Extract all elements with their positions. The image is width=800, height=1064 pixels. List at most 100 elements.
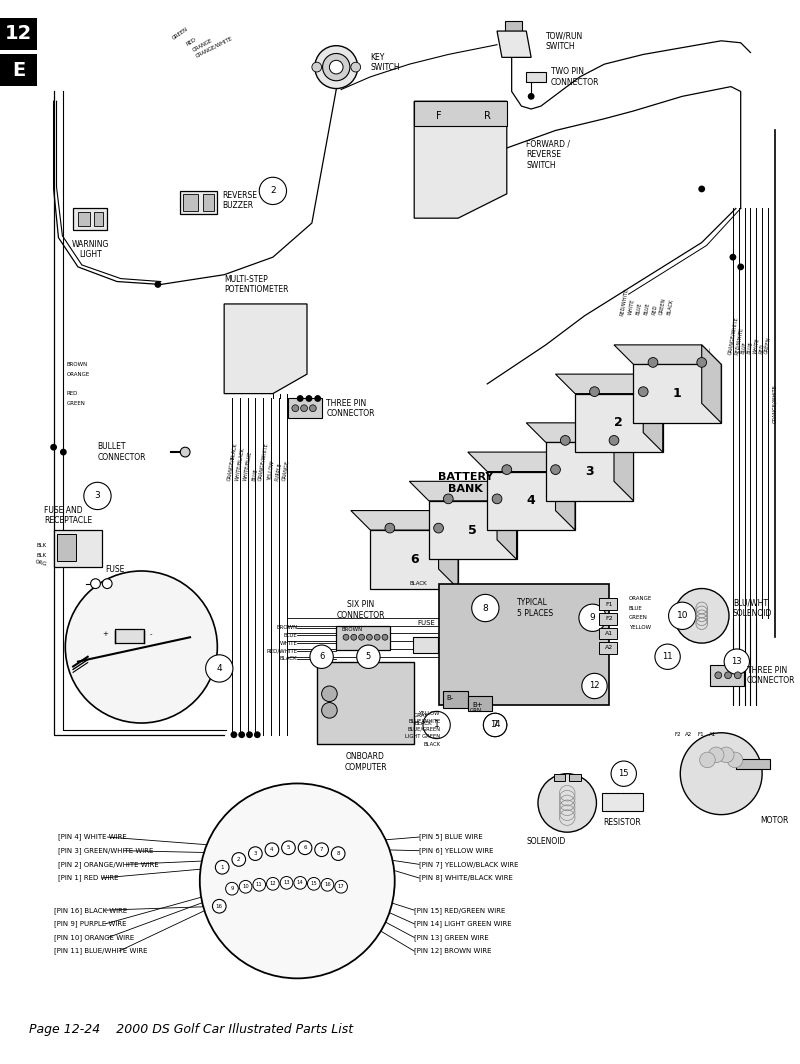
Text: 1: 1	[434, 720, 439, 730]
Bar	[0, 18, 37, 50]
Text: A2: A2	[686, 732, 693, 737]
Text: RED: RED	[185, 36, 197, 47]
Circle shape	[314, 843, 329, 857]
Circle shape	[434, 523, 443, 533]
Text: [PIN 6] YELLOW WIRE: [PIN 6] YELLOW WIRE	[419, 847, 494, 854]
Text: [PIN 13] GREEN WIRE: [PIN 13] GREEN WIRE	[414, 934, 489, 941]
Text: 11: 11	[662, 652, 673, 661]
Circle shape	[102, 579, 112, 588]
Circle shape	[226, 882, 238, 895]
Circle shape	[734, 671, 741, 679]
Bar	[115, 630, 144, 643]
Bar	[569, 774, 581, 781]
Text: BULLET
CONNECTOR: BULLET CONNECTOR	[98, 443, 146, 462]
Circle shape	[382, 634, 388, 641]
Text: 3: 3	[94, 492, 100, 500]
Text: RED: RED	[651, 304, 658, 316]
Bar	[710, 665, 744, 686]
Text: ORG: ORG	[34, 560, 47, 567]
Text: 3: 3	[254, 851, 257, 857]
Bar	[0, 54, 37, 85]
Bar	[468, 696, 492, 712]
Circle shape	[213, 899, 226, 913]
Circle shape	[180, 447, 190, 456]
Circle shape	[669, 602, 696, 630]
Polygon shape	[468, 452, 575, 471]
Bar	[183, 194, 198, 212]
Text: [PIN 5] BLUE WIRE: [PIN 5] BLUE WIRE	[419, 834, 483, 841]
Text: 14: 14	[490, 720, 500, 730]
Text: F2: F2	[606, 616, 613, 621]
Text: RED/WHITE: RED/WHITE	[734, 326, 744, 354]
Polygon shape	[614, 345, 722, 364]
Text: LIGHT GREEN: LIGHT GREEN	[406, 734, 441, 739]
Circle shape	[700, 752, 715, 768]
Text: TWO PIN
CONNECTOR: TWO PIN CONNECTOR	[550, 67, 599, 86]
Bar	[317, 662, 414, 745]
Text: 12: 12	[590, 681, 600, 691]
Circle shape	[483, 713, 506, 736]
Text: 6: 6	[303, 845, 306, 850]
Text: GRAY: GRAY	[414, 713, 429, 718]
Circle shape	[314, 395, 321, 402]
Circle shape	[249, 847, 262, 861]
Text: BROWN: BROWN	[66, 362, 87, 367]
Circle shape	[582, 674, 607, 699]
Text: KEY
SWITCH: KEY SWITCH	[370, 52, 400, 72]
Circle shape	[322, 702, 338, 718]
Text: RED: RED	[66, 392, 78, 396]
Text: 6: 6	[410, 553, 418, 566]
Text: 5: 5	[366, 652, 371, 661]
Text: 7: 7	[320, 847, 323, 852]
Circle shape	[351, 634, 357, 641]
Text: 2: 2	[614, 416, 623, 430]
Text: GREEN: GREEN	[171, 27, 189, 40]
Circle shape	[60, 449, 66, 455]
Text: MULTI-STEP
POTENTIOMETER: MULTI-STEP POTENTIOMETER	[224, 275, 289, 295]
Text: ORANGE/WHITE: ORANGE/WHITE	[772, 384, 778, 422]
Bar	[505, 21, 522, 33]
Circle shape	[312, 62, 322, 72]
Text: 5: 5	[286, 845, 290, 850]
Circle shape	[321, 879, 334, 892]
Circle shape	[230, 731, 238, 738]
Text: WARNING
LIGHT: WARNING LIGHT	[72, 239, 110, 259]
Bar	[202, 194, 214, 212]
Text: GREEN: GREEN	[629, 615, 647, 620]
Text: [PIN 14] LIGHT GREEN WIRE: [PIN 14] LIGHT GREEN WIRE	[414, 920, 512, 927]
Text: ORANGE: ORANGE	[192, 37, 214, 52]
Polygon shape	[702, 345, 722, 422]
Circle shape	[310, 645, 334, 668]
Circle shape	[294, 877, 306, 890]
Circle shape	[385, 523, 394, 533]
Circle shape	[154, 281, 162, 288]
Text: F: F	[436, 111, 442, 121]
Circle shape	[648, 358, 658, 367]
Text: MOTOR: MOTOR	[760, 816, 789, 825]
Text: 10: 10	[677, 612, 688, 620]
Text: TYPICAL
5 PLACES: TYPICAL 5 PLACES	[517, 598, 553, 618]
Circle shape	[715, 671, 722, 679]
Circle shape	[298, 841, 312, 854]
Text: [PIN 7] YELLOW/BLACK WIRE: [PIN 7] YELLOW/BLACK WIRE	[419, 861, 518, 868]
Text: BLUE/WHITE: BLUE/WHITE	[408, 718, 441, 724]
Text: WHITE: WHITE	[628, 299, 635, 316]
Text: GRN: GRN	[470, 708, 482, 713]
Text: BLACK: BLACK	[666, 299, 674, 316]
Circle shape	[259, 178, 286, 204]
Text: BLACK: BLACK	[280, 656, 298, 661]
Text: F1: F1	[606, 601, 613, 606]
Polygon shape	[410, 481, 517, 501]
Text: RED: RED	[758, 344, 766, 354]
Text: FUSE: FUSE	[106, 565, 125, 573]
Circle shape	[297, 395, 303, 402]
Polygon shape	[526, 422, 634, 443]
Text: [PIN 12] BROWN WIRE: [PIN 12] BROWN WIRE	[414, 948, 492, 954]
Circle shape	[550, 465, 560, 475]
Text: BROWN: BROWN	[276, 625, 298, 630]
Circle shape	[343, 634, 349, 641]
Bar	[336, 626, 390, 650]
Circle shape	[322, 686, 338, 701]
Polygon shape	[614, 422, 634, 501]
Text: [PIN 11] BLUE/WHITE WIRE: [PIN 11] BLUE/WHITE WIRE	[54, 948, 147, 954]
